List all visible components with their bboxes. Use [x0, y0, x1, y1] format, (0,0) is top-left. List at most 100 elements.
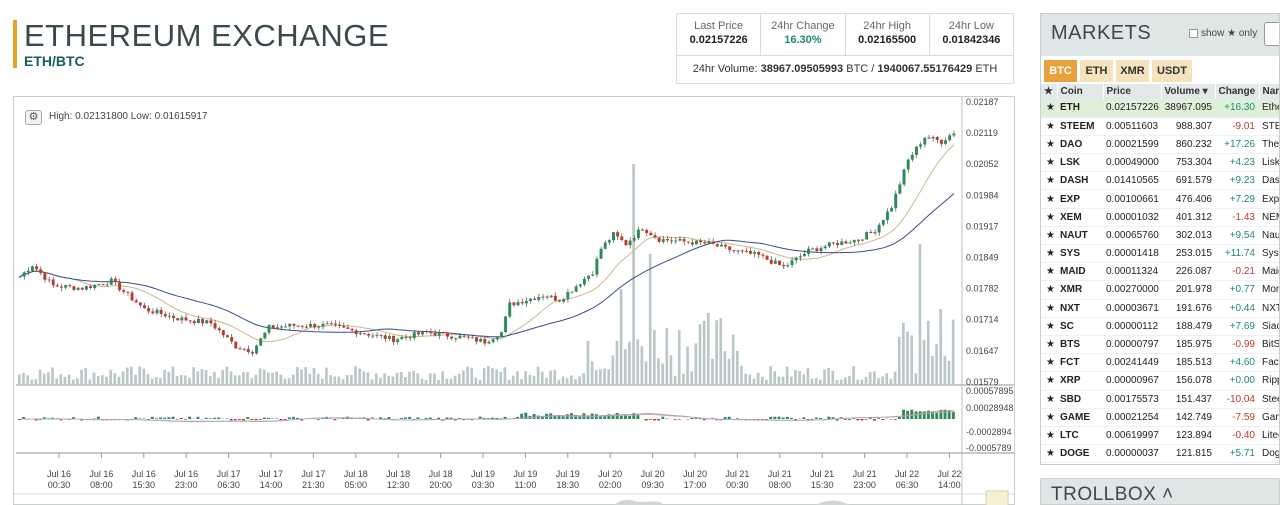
star-icon[interactable]: ★ — [1041, 390, 1057, 409]
star-icon[interactable]: ★ — [1041, 99, 1057, 118]
star-icon[interactable]: ★ — [1041, 153, 1057, 173]
gear-icon[interactable]: ⚙ — [25, 110, 42, 125]
candle-down — [624, 240, 628, 246]
star-icon[interactable]: ★ — [1041, 444, 1057, 464]
x-tick-time: 23:00 — [175, 480, 198, 490]
candle-down — [441, 332, 445, 334]
volume-bar — [242, 372, 245, 384]
volume-bar — [67, 374, 71, 384]
volume-bar — [296, 367, 299, 384]
star-icon[interactable]: ★ — [1041, 189, 1057, 209]
candle-up — [18, 276, 22, 278]
macd-bar — [831, 417, 835, 419]
col-volume[interactable]: Volume ▾ — [1161, 84, 1216, 99]
col-price[interactable]: Price — [1103, 84, 1162, 99]
star-icon[interactable]: ★ — [1041, 208, 1057, 227]
candle-down — [172, 315, 176, 319]
candle-down — [778, 260, 781, 265]
table-row[interactable]: ★ XMR 0.00270000 201.978 +0.77 Mon — [1041, 280, 1279, 300]
star-icon[interactable]: ★ — [1041, 408, 1057, 427]
table-row[interactable]: ★ NXT 0.00003671 191.676 +0.44 NXT — [1041, 299, 1279, 318]
candle-down — [765, 255, 769, 260]
macd-bar — [644, 419, 648, 421]
tab-xmr[interactable]: XMR — [1116, 60, 1149, 82]
candle-up — [321, 323, 325, 327]
star-icon[interactable]: ★ — [1041, 353, 1057, 373]
x-tick-date: Jul 21 — [853, 469, 877, 479]
volume-bar — [184, 375, 187, 384]
candle-up — [196, 318, 200, 324]
trollbox-header[interactable]: TROLLBOX ˄ — [1040, 478, 1280, 505]
table-row[interactable]: ★ DASH 0.01410565 691.579 +9.23 Das — [1041, 171, 1279, 191]
macd-bar — [698, 417, 702, 419]
candle-up — [890, 208, 894, 212]
table-row[interactable]: ★ LSK 0.00049000 753.304 +4.23 Lisk — [1041, 153, 1279, 173]
star-icon[interactable]: ★ — [1041, 262, 1057, 282]
star-icon[interactable]: ★ — [1041, 317, 1057, 336]
star-icon[interactable]: ★ — [1041, 244, 1057, 264]
macd-bar — [877, 418, 881, 419]
tab-btc[interactable]: BTC — [1044, 60, 1077, 82]
col-name[interactable]: Name — [1259, 84, 1279, 99]
show-starred-toggle[interactable]: show ★ only — [1189, 28, 1257, 39]
star-icon[interactable]: ★ — [1041, 426, 1057, 446]
macd-bar — [607, 414, 611, 419]
macd-bar — [445, 417, 449, 419]
col-coin[interactable]: Coin — [1057, 84, 1104, 99]
macd-bar — [237, 419, 241, 420]
tab-eth[interactable]: ETH — [1080, 60, 1113, 82]
star-icon[interactable]: ★ — [1041, 117, 1057, 136]
volume-bar — [179, 375, 183, 384]
candle-up — [587, 275, 591, 279]
volume-bar — [897, 336, 901, 384]
star-icon[interactable]: ★ — [1041, 226, 1057, 246]
table-row[interactable]: ★ SC 0.00000112 188.479 +7.69 Siac — [1041, 317, 1279, 336]
candle-up — [591, 274, 595, 276]
star-icon[interactable]: ★ — [1041, 171, 1057, 191]
star-icon[interactable]: ★ — [1041, 299, 1057, 318]
price-chart[interactable]: 0.02187 0.02119 0.02052 0.01984 0.01917 0.018… — [13, 96, 1015, 505]
volume-bar — [669, 355, 673, 384]
volume-bar — [657, 358, 660, 384]
table-row[interactable]: ★ BTS 0.00000797 185.975 -0.99 BitS — [1041, 335, 1279, 355]
chart-canvas[interactable]: 0.02187 0.02119 0.02052 0.01984 0.01917 0.018… — [14, 97, 1016, 505]
table-row[interactable]: ★ DAO 0.00021599 860.232 +17.26 The — [1041, 135, 1279, 155]
volume-bar — [412, 370, 415, 384]
macd-bar — [947, 410, 951, 419]
candle-up — [678, 238, 682, 241]
x-tick-time: 17:00 — [684, 480, 707, 490]
volume-cell: 988.307 — [1161, 117, 1215, 136]
candle-up — [877, 224, 881, 233]
star-icon[interactable]: ★ — [1041, 335, 1057, 355]
table-row[interactable]: ★ NAUT 0.00065760 302.013 +9.54 Nau — [1041, 226, 1279, 246]
macd-bar — [333, 419, 337, 421]
candle-down — [234, 341, 238, 349]
star-icon[interactable]: ★ — [1041, 371, 1057, 391]
search-icon[interactable] — [1264, 22, 1279, 46]
candle-down — [657, 237, 661, 242]
candle-up — [22, 272, 26, 277]
checkbox-icon[interactable] — [1189, 29, 1198, 38]
star-icon[interactable]: ★ — [1041, 135, 1057, 155]
change-cell: -0.99 — [1215, 335, 1259, 355]
star-column-icon[interactable]: ★ — [1041, 84, 1058, 99]
table-row[interactable]: ★ DOGE 0.00000037 121.815 +5.71 Dog — [1041, 444, 1279, 464]
star-icon[interactable]: ★ — [1041, 280, 1057, 300]
volume-bar — [175, 376, 179, 384]
candle-up — [97, 284, 101, 286]
col-change[interactable]: Change — [1215, 84, 1260, 99]
table-row[interactable]: ★ STEEM 0.00511603 988.307 -9.01 STE — [1041, 117, 1279, 136]
candle-up — [773, 260, 777, 264]
table-row[interactable]: ★ FCT 0.00241449 185.513 +4.60 Fact — [1041, 353, 1279, 373]
tab-usdt[interactable]: USDT — [1152, 60, 1192, 82]
volume-bar — [536, 366, 540, 384]
